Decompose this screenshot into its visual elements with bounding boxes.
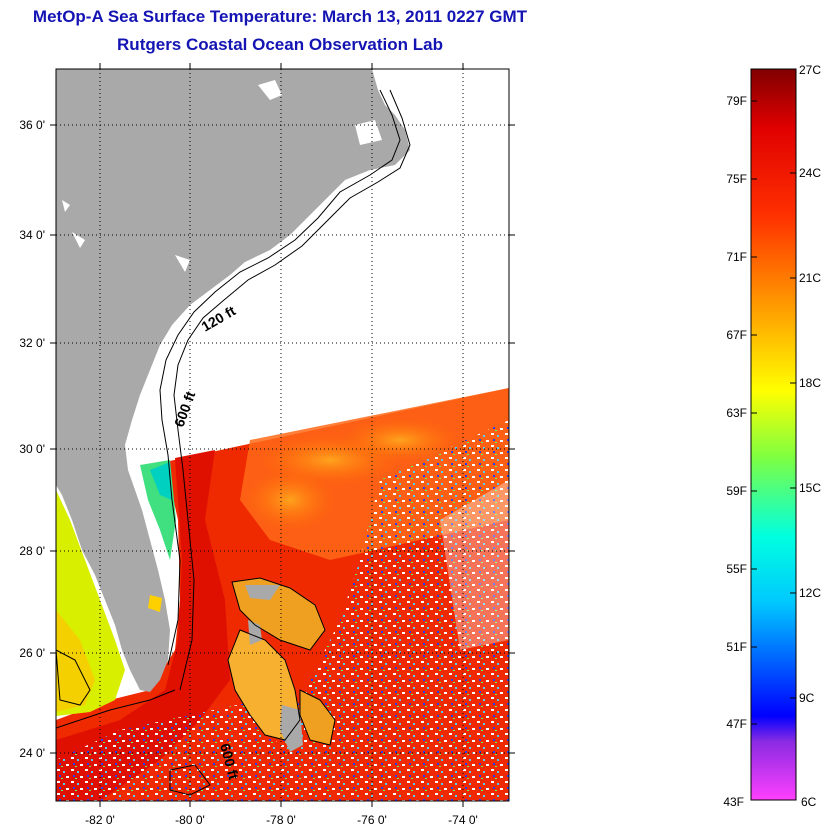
map-plot-area: 120 ft 600 ft 600 ft bbox=[56, 69, 509, 801]
colorbar-f-label: 47F bbox=[726, 717, 747, 731]
lat-tick-label: 36 0' bbox=[19, 118, 45, 132]
colorbar-f-label: 67F bbox=[726, 328, 747, 342]
map-tick-marks bbox=[50, 63, 515, 807]
lon-tick-label: -74 0' bbox=[448, 813, 478, 827]
colorbar-f-label: 43F bbox=[723, 795, 744, 809]
lat-tick-label: 24 0' bbox=[19, 746, 45, 760]
colorbar-c-label: 6C bbox=[801, 795, 817, 809]
colorbar-f-label: 79F bbox=[726, 94, 747, 108]
colorbar-c-label: 18C bbox=[799, 376, 821, 390]
colorbar-f-label: 59F bbox=[726, 484, 747, 498]
colorbar-c-label: 9C bbox=[799, 691, 815, 705]
lat-tick-label: 34 0' bbox=[19, 228, 45, 242]
lon-tick-label: -80 0' bbox=[175, 813, 205, 827]
colorbar-c-label: 24C bbox=[799, 166, 821, 180]
lat-tick-label: 26 0' bbox=[19, 646, 45, 660]
colorbar-f-label: 51F bbox=[726, 640, 747, 654]
lon-tick-label: -78 0' bbox=[266, 813, 296, 827]
colorbar-c-label: 15C bbox=[799, 481, 821, 495]
colorbar-c-label: 27C bbox=[799, 63, 821, 77]
colorbar-f-label: 71F bbox=[726, 250, 747, 264]
map-title: MetOp-A Sea Surface Temperature: March 1… bbox=[32, 7, 528, 26]
land-mass bbox=[56, 69, 410, 692]
colorbar-f-label: 63F bbox=[726, 406, 747, 420]
lon-tick-label: -82 0' bbox=[85, 813, 115, 827]
temperature-colorbar bbox=[750, 68, 797, 801]
lon-tick-label: -76 0' bbox=[357, 813, 387, 827]
lat-tick-label: 30 0' bbox=[19, 442, 45, 456]
colorbar-c-label: 12C bbox=[799, 586, 821, 600]
colorbar-f-label: 75F bbox=[726, 172, 747, 186]
colorbar-f-label: 55F bbox=[726, 562, 747, 576]
colorbar-tick-marks bbox=[751, 100, 796, 725]
lat-tick-label: 28 0' bbox=[19, 544, 45, 558]
lat-tick-label: 32 0' bbox=[19, 336, 45, 350]
map-frame bbox=[55, 68, 510, 802]
map-subtitle: Rutgers Coastal Ocean Observation Lab bbox=[117, 35, 443, 54]
colorbar-c-label: 21C bbox=[799, 271, 821, 285]
